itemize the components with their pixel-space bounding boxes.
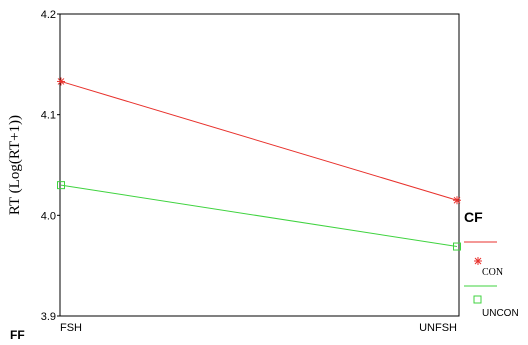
- data-point-uncon: [57, 181, 65, 190]
- legend-title: CF: [464, 209, 483, 225]
- series-line-con: [60, 80, 458, 201]
- legend-label-con: CON: [482, 267, 503, 278]
- data-point-con: [57, 77, 65, 86]
- legend-marker-uncon: [473, 295, 482, 304]
- legend-label-uncon: UNCON: [482, 308, 519, 319]
- x-axis: FSH UNFSH: [60, 322, 457, 334]
- series-group: [57, 77, 461, 251]
- y-tick-label: 4.0: [41, 210, 56, 222]
- y-tick-label: 4.2: [41, 9, 56, 21]
- legend: CF CON UNCON: [464, 209, 519, 319]
- y-axis-label: RT (Log(RT+1)): [7, 115, 23, 215]
- series-line-uncon: [60, 184, 458, 248]
- x-axis-label: FF: [10, 328, 25, 342]
- x-tick-label: UNFSH: [419, 322, 457, 334]
- legend-marker-con: [474, 257, 482, 265]
- plot-area: [59, 13, 460, 317]
- y-tick-label: 3.9: [41, 311, 56, 323]
- data-point-uncon: [453, 242, 461, 251]
- y-axis: 3.9 4.0 4.1 4.2: [41, 9, 60, 323]
- y-tick-label: 4.1: [41, 110, 56, 122]
- data-point-con: [453, 196, 461, 205]
- x-tick-label: FSH: [60, 322, 82, 334]
